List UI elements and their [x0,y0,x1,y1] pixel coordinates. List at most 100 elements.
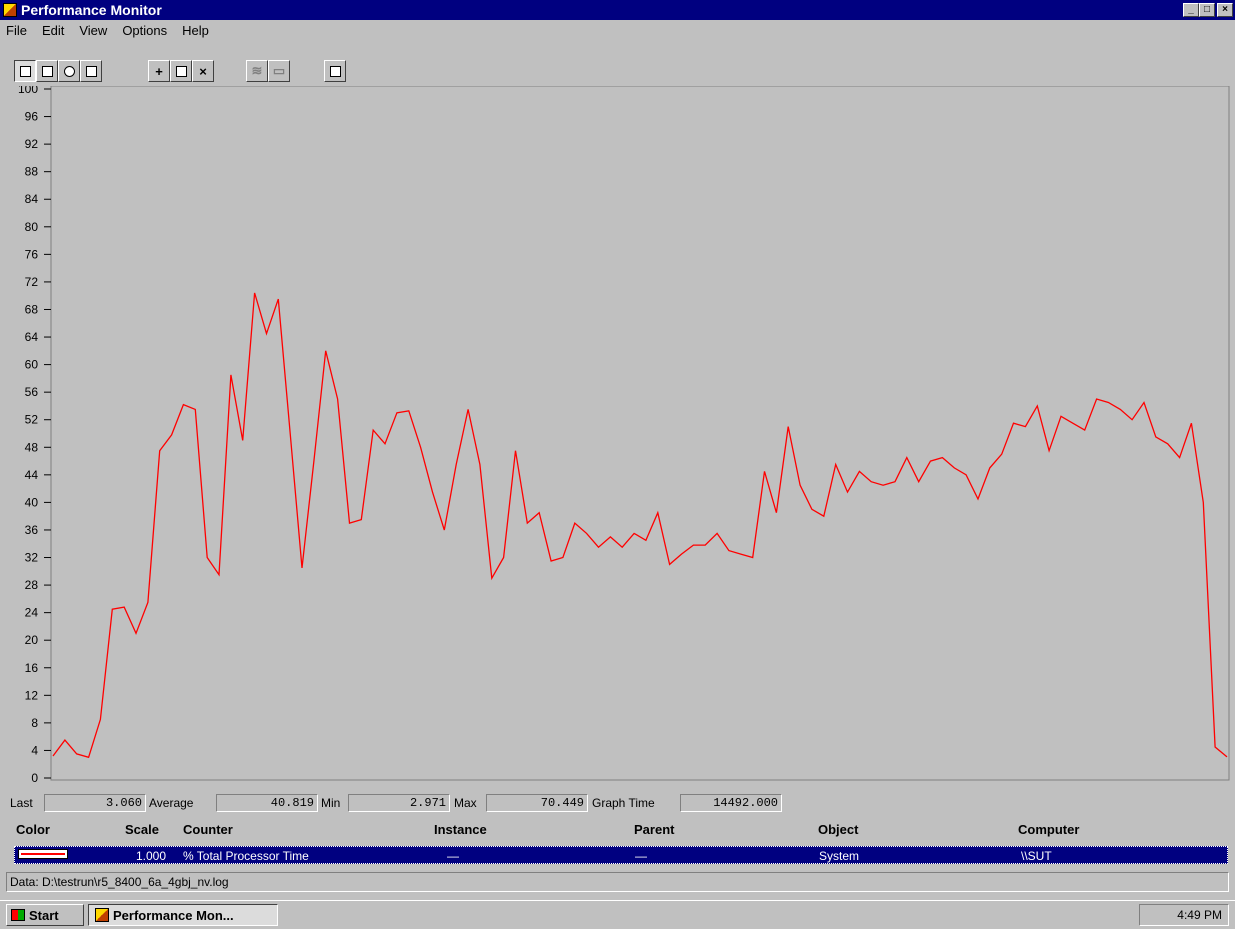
header-object: Object [818,822,859,837]
close-icon[interactable]: × [1217,3,1233,17]
start-label: Start [29,907,59,923]
bookmark-button[interactable]: ▭ [268,60,290,82]
options-icon [329,65,341,77]
minimize-icon[interactable]: _ [1183,3,1199,17]
header-parent: Parent [634,822,675,837]
min-label: Min [321,796,341,810]
y-tick-label: 56 [25,385,39,399]
system-clock: 4:49 PM [1139,904,1229,926]
processor-time-chart: 0481216202428323640444852566064687276808… [18,82,1230,785]
y-tick-label: 40 [25,495,39,509]
y-tick-label: 92 [25,137,39,151]
chart-area: 0 4 8 12 16 20 24 28 32 36 40 44 48 52 56 60 64 68 72 76 80 8… [0,82,1235,786]
menu-edit[interactable]: Edit [41,23,65,38]
y-tick-label: 28 [25,578,39,592]
header-instance: Instance [434,822,487,837]
y-tick-label: 68 [25,302,39,316]
y-axis: 0481216202428323640444852566064687276808… [18,82,51,785]
row-parent: — [635,849,647,863]
y-tick-label: 64 [25,330,39,344]
perfmon-icon [3,3,17,17]
y-tick-label: 48 [25,440,39,454]
y-tick-label: 96 [25,110,39,124]
header-counter: Counter [183,822,233,837]
y-tick-label: 36 [25,523,39,537]
y-tick-label: 32 [25,551,39,565]
average-value: 40.819 [216,794,318,812]
report-icon [85,65,97,77]
update-now-button[interactable]: ≋ [246,60,268,82]
row-scale: 1.000 [136,849,167,863]
plot-frame [50,85,1230,781]
y-tick-label: 80 [25,220,39,234]
edit-counter-button[interactable] [170,60,192,82]
y-tick-label: 52 [25,413,39,427]
menu-bar: File Edit View Options Help [0,21,218,40]
row-instance: — [447,849,459,863]
legend-row[interactable]: 1.000 % Total Processor Time — — System … [14,846,1228,864]
taskbar-perfmon-button[interactable]: Performance Mon... [88,904,278,926]
y-tick-label: 0 [31,771,38,785]
max-label: Max [454,796,477,810]
graph-time-value: 14492.000 [680,794,782,812]
maximize-icon[interactable]: □ [1199,3,1215,17]
average-label: Average [149,796,194,810]
y-tick-label: 24 [25,606,39,620]
chart-view-button[interactable] [14,60,36,82]
y-tick-label: 4 [31,743,38,757]
chart-icon [19,65,31,77]
edit-icon [175,65,187,77]
update-icon: ≋ [251,63,263,78]
start-button[interactable]: Start [6,904,84,926]
report-view-button[interactable] [80,60,102,82]
bookmark-icon: ▭ [272,63,286,78]
log-icon [63,65,75,77]
y-tick-label: 72 [25,275,39,289]
task-label: Performance Mon... [113,907,234,923]
plus-icon: + [155,63,163,79]
options-button[interactable] [324,60,346,82]
row-counter: % Total Processor Time [183,849,309,863]
y-tick-label: 12 [25,688,39,702]
last-label: Last [10,796,33,810]
y-tick-label: 84 [25,192,39,206]
y-tick-label: 8 [31,716,38,730]
menu-help[interactable]: Help [182,23,209,38]
y-tick-label: 44 [25,468,39,482]
alert-icon [41,65,53,77]
y-tick-label: 88 [25,165,39,179]
alert-view-button[interactable] [36,60,58,82]
y-tick-label: 20 [25,633,39,647]
legend-header: Color Scale Counter Instance Parent Obje… [0,818,1235,840]
stats-bar: Last 3.060 Average 40.819 Min 2.971 Max … [0,793,1235,813]
toolbar: + × ≋ ▭ [0,59,1235,85]
status-bar: Data: D:\testrun\r5_8400_6a_4gbj_nv.log [6,872,1229,892]
delete-icon: × [199,63,207,79]
menu-view[interactable]: View [79,23,108,38]
perfmon-taskbar-icon [95,908,109,922]
taskbar: Start Performance Mon... 4:49 PM [0,900,1235,929]
header-computer: Computer [1018,822,1080,837]
windows-flag-icon [11,909,25,921]
last-value: 3.060 [44,794,146,812]
min-value: 2.971 [348,794,450,812]
window-title: Performance Monitor [21,2,162,18]
series-line-processor-time [52,292,1228,759]
menu-file[interactable]: File [6,23,27,38]
menu-options[interactable]: Options [122,23,168,38]
graph-time-label: Graph Time [592,796,655,810]
row-computer: \\SUT [1021,849,1052,863]
series-color-swatch [18,849,68,859]
y-tick-label: 60 [25,358,39,372]
row-object: System [819,849,860,863]
series-layer [52,292,1228,759]
header-scale: Scale [125,822,159,837]
add-counter-button[interactable]: + [148,60,170,82]
y-tick-label: 76 [25,247,39,261]
title-bar[interactable]: Performance Monitor _ □ × [0,0,1235,20]
delete-counter-button[interactable]: × [192,60,214,82]
log-view-button[interactable] [58,60,80,82]
y-tick-label: 16 [25,661,39,675]
header-color: Color [16,822,50,837]
max-value: 70.449 [486,794,588,812]
